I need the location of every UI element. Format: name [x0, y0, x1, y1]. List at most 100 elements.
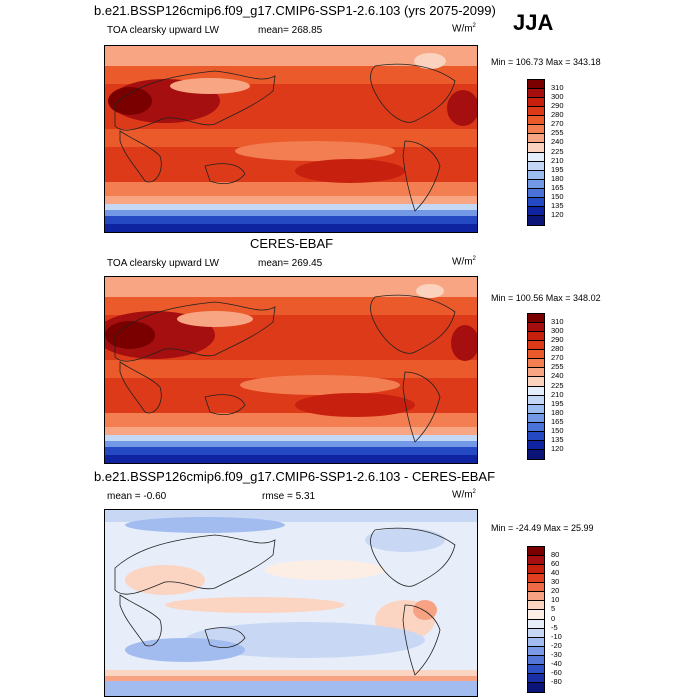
- colorbar-tick-label: 280: [551, 344, 564, 354]
- colorbar-swatch: [528, 404, 544, 414]
- panel-3-minmax: Min = -24.49 Max = 25.99: [491, 523, 594, 533]
- colorbar-swatch: [528, 350, 544, 360]
- colorbar-tick-label: 310: [551, 83, 564, 93]
- colorbar-swatch: [528, 134, 544, 144]
- colorbar-swatch: [528, 206, 544, 216]
- panel-2-colorbar: [527, 313, 545, 460]
- panel-2-minmax: Min = 100.56 Max = 348.02: [491, 293, 601, 303]
- colorbar-tick-label: 240: [551, 371, 564, 381]
- panel-2-units: W/m2: [452, 256, 476, 268]
- colorbar-swatch: [528, 98, 544, 108]
- panel-2-mean: mean= 269.45: [258, 258, 323, 269]
- panel-1-map: [104, 45, 478, 233]
- colorbar-tick-label: 180: [551, 407, 564, 417]
- colorbar-tick-label: 225: [551, 380, 564, 390]
- colorbar-tick-label: 270: [551, 119, 564, 129]
- colorbar-swatch: [528, 413, 544, 423]
- panel-1-title: b.e21.BSSP126cmip6.f09_g17.CMIP6-SSP1-2.…: [94, 3, 496, 18]
- colorbar-tick-label: 270: [551, 353, 564, 363]
- colorbar-tick-label: 40: [551, 568, 560, 578]
- colorbar-swatch: [528, 637, 544, 647]
- colorbar-swatch: [528, 440, 544, 450]
- panel-3-mean: mean = -0.60: [107, 491, 167, 502]
- colorbar-tick-label: 0: [551, 613, 556, 623]
- panel-3-colorbar-labels: 80 60 40 30 20 10 5 0 -5 -10 -20 -30 -40 -60 -80: [551, 546, 591, 691]
- panel-1-units: W/m2: [452, 23, 476, 35]
- panel-1-colorbar-labels: 310 300 290 280 270 255 240 225 210 195 180 165 150 1…: [551, 79, 591, 224]
- colorbar-tick-label: 20: [551, 586, 560, 596]
- colorbar-swatch: [528, 431, 544, 441]
- colorbar-tick-label: 165: [551, 416, 564, 426]
- panel-3-title: b.e21.BSSP126cmip6.f09_g17.CMIP6-SSP1-2.…: [94, 469, 496, 484]
- panel-3-map: [104, 509, 478, 697]
- panel-1-minmax: Min = 106.73 Max = 343.18: [491, 57, 601, 67]
- colorbar-swatch: [528, 682, 544, 692]
- colorbar-tick-label: 310: [551, 317, 564, 327]
- colorbar-swatch: [528, 556, 544, 566]
- colorbar-swatch: [528, 359, 544, 369]
- colorbar-swatch: [528, 323, 544, 333]
- colorbar-tick-label: 150: [551, 425, 564, 435]
- panel-1-map-field: [105, 46, 477, 232]
- panel-2-colorbar-labels: 310 300 290 280 270 255 240 225 210 195 180 165 150 1…: [551, 313, 591, 458]
- colorbar-tick-label: -40: [551, 658, 562, 668]
- panel-3-units: W/m2: [452, 489, 476, 501]
- colorbar-tick-label: -60: [551, 667, 562, 677]
- colorbar-swatch: [528, 565, 544, 575]
- colorbar-swatch: [528, 386, 544, 396]
- colorbar-tick-label: -5: [551, 622, 558, 632]
- colorbar-tick-label: 120: [551, 209, 564, 219]
- colorbar-swatch: [528, 170, 544, 180]
- colorbar-tick-label: -30: [551, 649, 562, 659]
- colorbar-tick-label: 195: [551, 164, 564, 174]
- colorbar-tick-label: 195: [551, 398, 564, 408]
- colorbar-swatch: [528, 449, 544, 459]
- colorbar-tick-label: 165: [551, 182, 564, 192]
- colorbar-swatch: [528, 143, 544, 153]
- colorbar-swatch: [528, 377, 544, 387]
- colorbar-tick-label: 135: [551, 434, 564, 444]
- colorbar-swatch: [528, 188, 544, 198]
- colorbar-swatch: [528, 125, 544, 135]
- colorbar-swatch: [528, 215, 544, 225]
- colorbar-tick-label: 300: [551, 92, 564, 102]
- colorbar-tick-label: 280: [551, 110, 564, 120]
- colorbar-swatch: [528, 395, 544, 405]
- colorbar-swatch: [528, 161, 544, 171]
- colorbar-swatch: [528, 152, 544, 162]
- colorbar-tick-label: -80: [551, 676, 562, 686]
- colorbar-tick-label: 290: [551, 101, 564, 111]
- colorbar-swatch: [528, 116, 544, 126]
- colorbar-tick-label: 150: [551, 191, 564, 201]
- colorbar-swatch: [528, 179, 544, 189]
- colorbar-tick-label: 80: [551, 550, 560, 560]
- colorbar-swatch: [528, 628, 544, 638]
- colorbar-swatch: [528, 80, 544, 90]
- panel-3-rmse: rmse = 5.31: [262, 491, 316, 502]
- colorbar-swatch: [528, 592, 544, 602]
- season-label: JJA: [513, 10, 554, 35]
- colorbar-swatch: [528, 422, 544, 432]
- colorbar-tick-label: 225: [551, 146, 564, 156]
- colorbar-swatch: [528, 601, 544, 611]
- colorbar-swatch: [528, 583, 544, 593]
- colorbar-tick-label: 210: [551, 389, 564, 399]
- colorbar-swatch: [528, 89, 544, 99]
- panel-2-map: [104, 276, 478, 464]
- colorbar-swatch: [528, 341, 544, 351]
- panel-1-variable-label: TOA clearsky upward LW: [107, 25, 219, 36]
- colorbar-swatch: [528, 332, 544, 342]
- colorbar-swatch: [528, 673, 544, 683]
- panel-2-title: CERES-EBAF: [250, 236, 334, 251]
- colorbar-tick-label: 210: [551, 155, 564, 165]
- colorbar-tick-label: 240: [551, 137, 564, 147]
- colorbar-tick-label: 135: [551, 200, 564, 210]
- panel-1-mean: mean= 268.85: [258, 25, 323, 36]
- colorbar-swatch: [528, 646, 544, 656]
- colorbar-swatch: [528, 314, 544, 324]
- panel-1-colorbar: [527, 79, 545, 226]
- colorbar-tick-label: 255: [551, 362, 564, 372]
- colorbar-tick-label: 255: [551, 128, 564, 138]
- colorbar-tick-label: 290: [551, 335, 564, 345]
- panel-2-variable-label: TOA clearsky upward LW: [107, 258, 219, 269]
